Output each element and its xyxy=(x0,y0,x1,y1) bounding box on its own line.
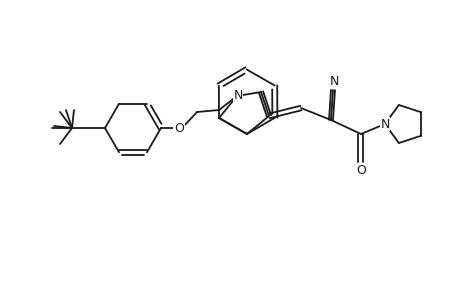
Text: O: O xyxy=(174,122,184,134)
Text: N: N xyxy=(329,74,338,88)
Text: N: N xyxy=(233,88,242,101)
Text: O: O xyxy=(355,164,365,178)
Text: N: N xyxy=(380,118,389,130)
